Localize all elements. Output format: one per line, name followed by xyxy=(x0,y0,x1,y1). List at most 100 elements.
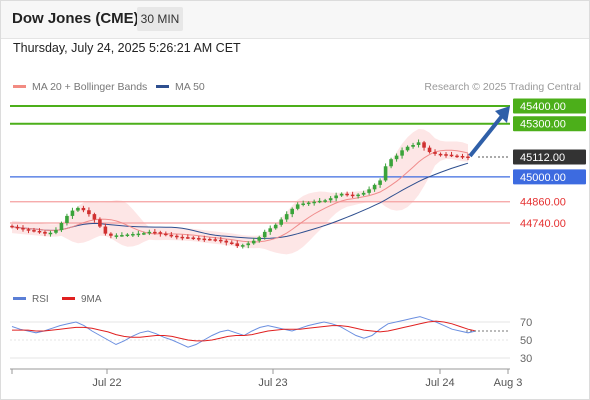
candle-body xyxy=(394,155,399,160)
level-label: 45112.00 xyxy=(520,152,565,164)
candle-body xyxy=(48,232,53,235)
candle-body xyxy=(257,237,262,241)
ma20-line xyxy=(11,149,469,243)
candle-body xyxy=(262,231,267,238)
candle-body xyxy=(180,236,185,239)
candle-body xyxy=(10,225,14,228)
legend-label: MA 50 xyxy=(175,81,205,93)
instrument-title: Dow Jones (CME) xyxy=(12,10,139,27)
candle-body xyxy=(114,235,119,237)
candle-body xyxy=(378,180,382,185)
candle-body xyxy=(438,153,443,156)
level-tag xyxy=(513,149,586,165)
candle-body xyxy=(98,219,102,227)
candle-body xyxy=(301,203,305,205)
candle-body xyxy=(136,233,141,236)
candle-body xyxy=(240,245,245,247)
candle-body xyxy=(120,235,124,237)
candle-body xyxy=(224,240,229,243)
time-tick-label: Jul 24 xyxy=(425,377,454,389)
candle-body xyxy=(422,142,426,148)
candle-body xyxy=(361,192,366,195)
level-label: 45400.00 xyxy=(520,101,566,113)
candle-body xyxy=(202,238,207,241)
rsi-tick-label: 50 xyxy=(520,335,532,347)
candle-body xyxy=(142,233,146,235)
candle-body xyxy=(323,200,327,202)
candle-body xyxy=(26,229,31,231)
rsi-tick-label: 30 xyxy=(520,353,532,365)
time-tick-label: Jul 22 xyxy=(92,377,121,389)
candle-body xyxy=(328,198,333,201)
candle-body xyxy=(207,238,212,241)
credit-text: Research © 2025 Trading Central xyxy=(424,81,581,93)
candle-body xyxy=(334,195,338,199)
level-tag xyxy=(513,116,586,132)
candle-body xyxy=(279,219,284,225)
candle-body xyxy=(175,235,179,238)
candle-body xyxy=(186,237,190,239)
rsi-line xyxy=(11,316,477,348)
candle-body xyxy=(164,233,168,236)
candle-body xyxy=(372,184,377,190)
candle-body xyxy=(109,233,113,236)
candle-body xyxy=(169,234,174,237)
candle-body xyxy=(65,215,69,223)
candle-body xyxy=(416,142,421,145)
rsi-legend-label: RSI xyxy=(32,294,49,305)
candle-body xyxy=(158,232,163,234)
candle-body xyxy=(345,193,349,196)
candle-body xyxy=(87,210,91,215)
candle-body xyxy=(103,226,108,234)
candle-body xyxy=(218,239,223,242)
rsi-legend-swatch xyxy=(62,297,75,300)
candle-body xyxy=(246,243,251,246)
candle-body xyxy=(405,146,410,151)
candle-body xyxy=(268,228,273,232)
level-label: 45000.00 xyxy=(520,172,566,184)
candle-body xyxy=(317,200,322,203)
candle-body xyxy=(367,189,371,193)
candle-body xyxy=(213,239,218,241)
candle-body xyxy=(54,230,58,233)
legend-swatch xyxy=(13,85,26,88)
candle-body xyxy=(284,214,289,220)
candle-body xyxy=(356,194,360,197)
candle-body xyxy=(339,193,344,196)
rsi-legend-swatch xyxy=(13,297,26,300)
candle-body xyxy=(350,194,355,197)
candle-body xyxy=(400,150,404,156)
candle-body xyxy=(273,224,278,229)
rsi-tick-label: 70 xyxy=(520,317,532,329)
candle-body xyxy=(251,240,256,244)
candle-body xyxy=(235,243,240,247)
candle-body xyxy=(21,227,25,230)
level-tag xyxy=(513,169,586,185)
timestamp: Thursday, July 24, 2025 5:26:21 AM CET xyxy=(13,41,241,55)
rsi-ma9-line xyxy=(12,320,477,342)
candle-body xyxy=(153,231,157,234)
candle-body xyxy=(389,159,393,167)
candle-body xyxy=(449,154,454,157)
candle-body xyxy=(70,210,75,216)
header-bar: Dow Jones (CME) 30 MIN xyxy=(0,0,590,39)
forecast-arrow-shaft xyxy=(468,114,504,158)
timeframe-button[interactable]: 30 MIN xyxy=(137,7,183,31)
candle-body xyxy=(131,233,135,236)
candle-body xyxy=(76,207,80,211)
candle-body xyxy=(295,204,300,209)
candle-body xyxy=(125,234,130,237)
rsi-legend-label: 9MA xyxy=(81,294,102,305)
candle-body xyxy=(466,156,470,159)
candle-body xyxy=(427,147,432,153)
candle-body xyxy=(290,208,294,215)
forecast-arrow-head xyxy=(495,106,510,123)
candle-body xyxy=(229,242,234,244)
legend-label: MA 20 + Bollinger Bands xyxy=(32,81,147,93)
level-label: 45300.00 xyxy=(520,119,566,131)
candle-body xyxy=(59,223,64,231)
time-tick-label: Jul 23 xyxy=(258,377,287,389)
candle-body xyxy=(306,202,311,205)
candle-body xyxy=(92,214,97,220)
